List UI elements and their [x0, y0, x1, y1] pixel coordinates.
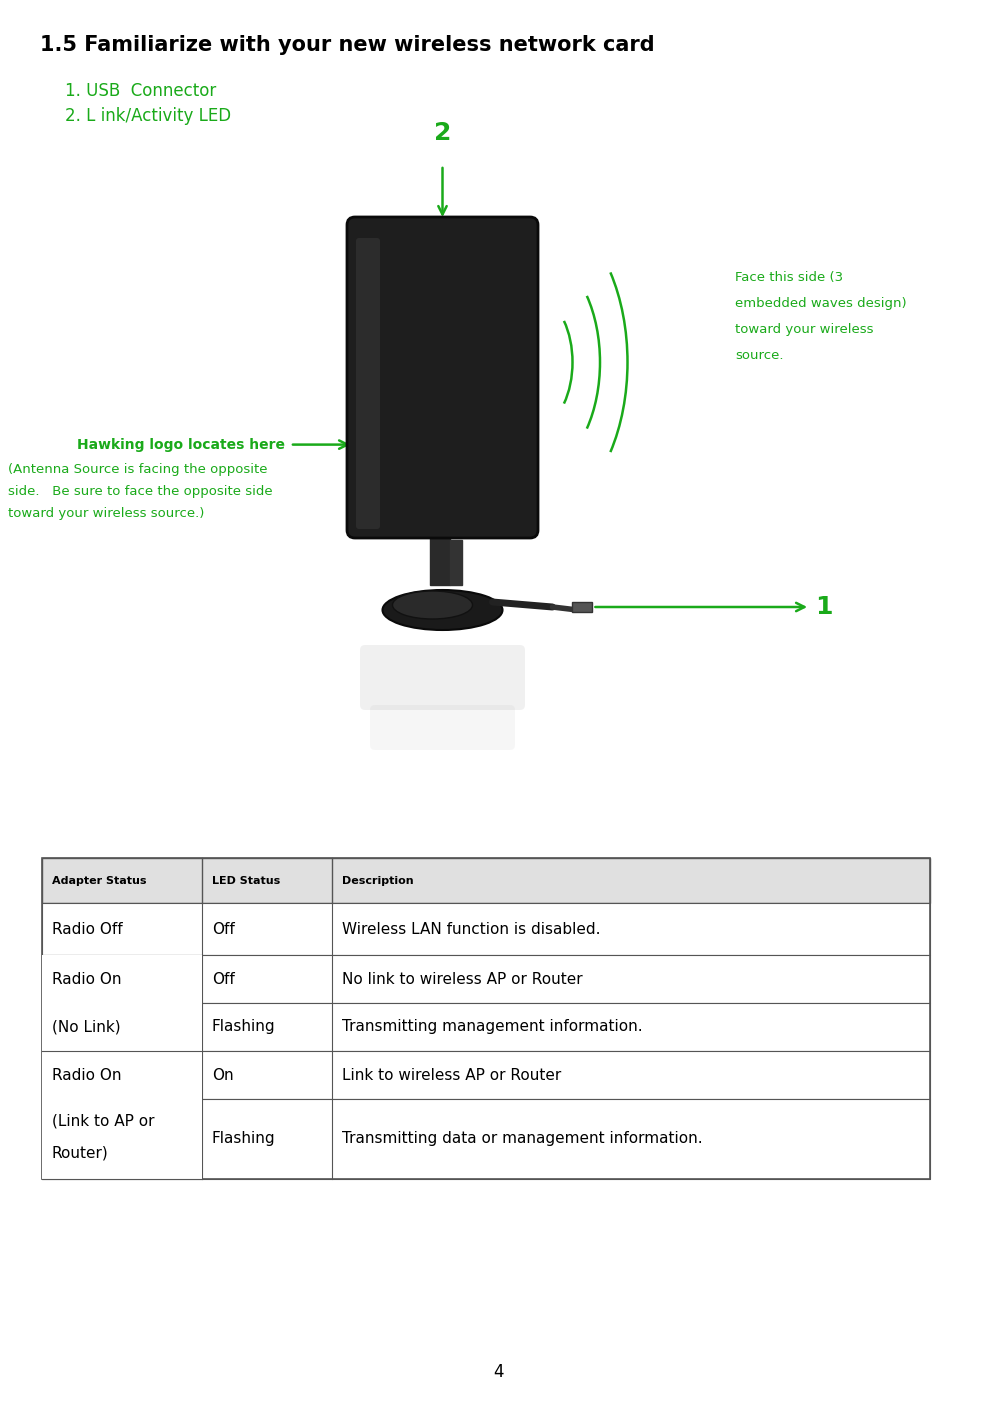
- FancyBboxPatch shape: [360, 645, 525, 709]
- Text: 4: 4: [494, 1363, 504, 1381]
- Bar: [42, 955, 202, 1052]
- Text: Off: Off: [212, 921, 235, 937]
- Text: embedded waves design): embedded waves design): [735, 297, 906, 310]
- Text: (No Link): (No Link): [52, 1019, 121, 1035]
- Text: source.: source.: [735, 349, 783, 362]
- Text: Adapter Status: Adapter Status: [52, 875, 147, 886]
- Text: Description: Description: [342, 875, 413, 886]
- Bar: [42, 858, 930, 1179]
- Text: Transmitting data or management information.: Transmitting data or management informat…: [342, 1131, 703, 1147]
- Polygon shape: [450, 540, 462, 585]
- Ellipse shape: [392, 592, 472, 620]
- Polygon shape: [430, 530, 450, 585]
- Bar: [42, 1002, 930, 1052]
- Text: Router): Router): [52, 1145, 109, 1161]
- Text: 1: 1: [815, 594, 832, 620]
- Bar: [42, 955, 930, 1002]
- Bar: [573, 601, 593, 613]
- Text: Link to wireless AP or Router: Link to wireless AP or Router: [342, 1067, 561, 1082]
- Text: 1.5 Familiarize with your new wireless network card: 1.5 Familiarize with your new wireless n…: [40, 35, 655, 55]
- Text: Radio On: Radio On: [52, 972, 122, 987]
- Ellipse shape: [382, 590, 503, 629]
- Bar: [42, 903, 930, 955]
- Text: 2. L ink/Activity LED: 2. L ink/Activity LED: [65, 107, 232, 125]
- Text: Face this side (3: Face this side (3: [735, 271, 843, 283]
- FancyBboxPatch shape: [370, 705, 515, 750]
- Text: Radio Off: Radio Off: [52, 921, 123, 937]
- Text: (Antenna Source is facing the opposite: (Antenna Source is facing the opposite: [8, 463, 267, 475]
- Text: On: On: [212, 1067, 234, 1082]
- Text: Radio On: Radio On: [52, 1067, 122, 1082]
- Text: Off: Off: [212, 972, 235, 987]
- Text: Transmitting management information.: Transmitting management information.: [342, 1019, 643, 1035]
- Text: 1. USB  Connector: 1. USB Connector: [65, 81, 217, 100]
- Text: side.   Be sure to face the opposite side: side. Be sure to face the opposite side: [8, 485, 272, 498]
- Text: Flashing: Flashing: [212, 1131, 275, 1147]
- Text: No link to wireless AP or Router: No link to wireless AP or Router: [342, 972, 583, 987]
- Text: Flashing: Flashing: [212, 1019, 275, 1035]
- Bar: [42, 1052, 930, 1099]
- Text: (Link to AP or: (Link to AP or: [52, 1115, 155, 1129]
- Text: Wireless LAN function is disabled.: Wireless LAN function is disabled.: [342, 921, 601, 937]
- Bar: [42, 1052, 202, 1179]
- FancyBboxPatch shape: [347, 217, 538, 538]
- FancyBboxPatch shape: [356, 238, 380, 529]
- Text: Hawking logo locates here: Hawking logo locates here: [77, 437, 285, 451]
- Text: toward your wireless source.): toward your wireless source.): [8, 506, 205, 520]
- Text: toward your wireless: toward your wireless: [735, 322, 873, 335]
- Text: 2: 2: [434, 121, 451, 144]
- Text: LED Status: LED Status: [212, 875, 280, 886]
- Bar: [42, 858, 930, 903]
- Bar: [42, 1099, 930, 1179]
